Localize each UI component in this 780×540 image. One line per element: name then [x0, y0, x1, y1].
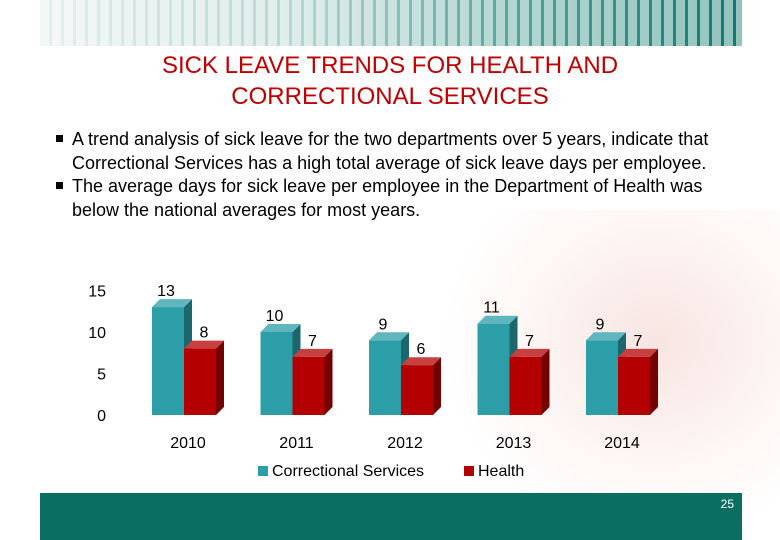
page-number: 25 — [720, 497, 734, 511]
bullet-text: The average days for sick leave per empl… — [72, 176, 703, 220]
bar-top — [184, 340, 224, 349]
data-label: 6 — [417, 341, 426, 358]
data-label: 13 — [157, 283, 175, 300]
bar — [401, 365, 433, 415]
x-tick-label: 2010 — [170, 435, 206, 452]
bar-top — [586, 332, 626, 341]
bar-side — [541, 348, 550, 415]
data-label: 7 — [525, 333, 534, 350]
x-tick-label: 2013 — [496, 435, 532, 452]
data-label: 9 — [379, 316, 388, 333]
data-label: 10 — [266, 308, 284, 325]
legend-label: Health — [478, 463, 524, 480]
bar-top — [152, 299, 192, 308]
legend-label: Correctional Services — [272, 463, 424, 480]
bar — [152, 307, 184, 415]
bar-top — [509, 348, 550, 357]
x-tick-label: 2011 — [279, 435, 314, 452]
square-bullet-icon — [56, 182, 63, 189]
bar-side — [216, 340, 224, 415]
sick-leave-bar-chart: 0 5 10 15 13 8 2010 10 7 2011 9 6 2012 11 7 2013 9 7 2014 C… — [88, 283, 658, 480]
bar — [618, 356, 650, 415]
bar — [184, 348, 216, 415]
bullet-text: A trend analysis of sick leave for the t… — [72, 129, 709, 173]
header-band — [40, 0, 742, 46]
bar-top — [401, 357, 441, 366]
bar-side — [324, 348, 333, 415]
data-label: 11 — [483, 300, 500, 317]
title-line-1: SICK LEAVE TRENDS FOR HEALTH AND — [161, 52, 619, 79]
y-tick-label: 0 — [97, 408, 106, 425]
data-label: 8 — [200, 325, 209, 342]
bullet-item: A trend analysis of sick leave for the t… — [52, 128, 752, 175]
bar-side — [650, 348, 658, 415]
bar — [477, 323, 510, 415]
square-bullet-icon — [56, 135, 63, 142]
footer-bar: 25 — [40, 493, 742, 540]
y-tick-label: 15 — [88, 284, 106, 301]
x-tick-label: 2014 — [604, 435, 640, 452]
legend-swatch — [258, 466, 268, 476]
bullet-item: The average days for sick leave per empl… — [52, 175, 752, 222]
slide-title: SICK LEAVE TRENDS FOR HEALTH AND CORRECT… — [60, 50, 720, 112]
data-label: 7 — [308, 333, 317, 350]
bullet-list: A trend analysis of sick leave for the t… — [52, 128, 752, 222]
y-tick-label: 10 — [88, 325, 106, 342]
title-line-2: CORRECTIONAL SERVICES — [231, 83, 549, 110]
data-label: 7 — [634, 333, 643, 350]
bar — [586, 340, 618, 415]
bar-top — [292, 348, 333, 357]
x-tick-label: 2012 — [387, 435, 423, 452]
legend-swatch — [464, 466, 474, 476]
bar-side — [433, 357, 441, 415]
bar-top — [618, 348, 658, 357]
data-label: 9 — [596, 316, 605, 333]
bar — [509, 356, 542, 415]
y-tick-label: 5 — [97, 367, 106, 384]
bar — [260, 332, 293, 415]
bar-top — [477, 315, 518, 324]
bar-top — [369, 332, 409, 341]
bar — [292, 356, 325, 415]
bar-top — [260, 324, 301, 332]
bar — [369, 340, 401, 415]
